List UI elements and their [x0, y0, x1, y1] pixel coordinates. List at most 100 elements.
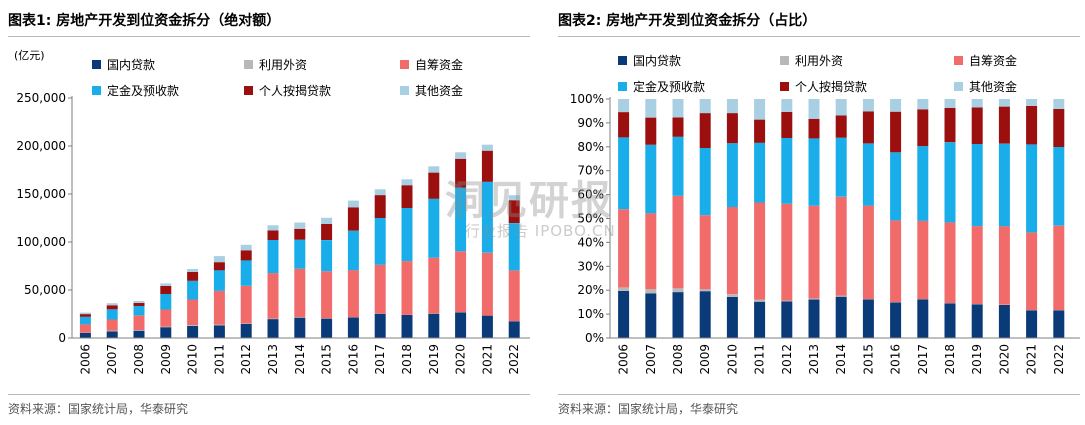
bar-segment: [455, 152, 467, 159]
bar-segment: [699, 289, 711, 292]
bar-segment: [213, 291, 225, 325]
bar-segment: [618, 290, 630, 338]
x-tick-label: 2016: [346, 344, 360, 375]
legend-label: 其他资金: [969, 80, 1018, 94]
source-note: 资料来源：国家统计局，华泰研究: [558, 402, 739, 416]
x-tick-label: 2014: [293, 344, 307, 375]
x-tick-label: 2007: [644, 344, 658, 375]
x-tick-label: 2018: [943, 344, 957, 375]
legend-label: 定金及预收款: [633, 80, 706, 94]
bar-segment: [267, 240, 279, 274]
bar-segment: [862, 111, 874, 144]
bar-segment: [944, 303, 956, 338]
bar-segment: [428, 166, 440, 173]
y-tick-label: 200,000: [16, 139, 66, 153]
y-tick-label: 150,000: [16, 187, 66, 201]
bar-segment: [645, 144, 657, 214]
bar-segment: [79, 312, 91, 315]
bar-segment: [726, 99, 738, 114]
bar-segment: [754, 202, 766, 300]
bar-segment: [1026, 99, 1038, 106]
bar-segment: [481, 315, 493, 338]
bar-segment: [79, 333, 91, 338]
y-tick-label: 70%: [577, 164, 604, 178]
bar-segment: [374, 218, 386, 265]
bar-segment: [455, 312, 467, 338]
bar-segment: [1026, 232, 1038, 311]
bar-segment: [213, 324, 225, 326]
legend-swatch: [400, 86, 409, 95]
bar-segment: [401, 185, 413, 208]
bar-segment: [726, 113, 738, 144]
bar-segment: [1026, 310, 1038, 338]
bar-segment: [672, 136, 684, 196]
bar-segment: [699, 215, 711, 290]
bar-segment: [347, 270, 359, 318]
legend-item: 个人按揭贷款: [780, 78, 867, 95]
legend-label: 个人按揭贷款: [259, 84, 332, 98]
bar-segment: [835, 196, 847, 296]
legend-label: 自筹资金: [969, 54, 1018, 68]
bar-segment: [890, 111, 902, 153]
bar-segment: [187, 269, 199, 272]
x-tick-label: 2011: [212, 344, 226, 375]
bar-chart-absolute: 0 50,000 100,000 150,000 200,000 250,000 2006 2…: [16, 91, 530, 375]
bar-segment: [672, 288, 684, 293]
x-tick-label: 2017: [916, 344, 930, 375]
legend-item: 国内贷款: [92, 56, 155, 73]
bar-segment: [187, 272, 199, 281]
bar-segment: [321, 318, 333, 338]
bar-segment: [998, 106, 1010, 144]
x-tick-label: 2006: [617, 344, 631, 375]
x-tick-label: 2013: [266, 344, 280, 375]
bar-segment: [428, 313, 440, 338]
bar-segment: [890, 302, 902, 338]
bar-segment: [133, 315, 145, 330]
bar-segment: [699, 99, 711, 114]
legend-label: 利用外资: [259, 58, 308, 72]
bar-segment: [1053, 147, 1065, 226]
x-tick-label: 2006: [78, 344, 92, 375]
bar-segment: [998, 226, 1010, 305]
bar-segment: [862, 99, 874, 112]
x-tick-label: 2007: [105, 344, 119, 375]
legend-swatch: [400, 60, 409, 69]
chart-title: 图表1: 房地产开发到位资金拆分（绝对额）: [8, 13, 281, 29]
bar-segment: [401, 261, 413, 315]
bar-segment: [79, 324, 91, 333]
bar-segment: [618, 99, 630, 113]
legend-item: 自筹资金: [400, 56, 463, 73]
bar-segment: [917, 146, 929, 221]
bar-segment: [754, 299, 766, 302]
bar-segment: [481, 252, 493, 316]
bar-segment: [374, 195, 386, 218]
bar-segment: [998, 99, 1010, 107]
bar-segment: [726, 296, 738, 338]
bar-segment: [294, 239, 306, 269]
bar-segment: [240, 323, 252, 338]
bar-segment: [862, 205, 874, 299]
bar-segment: [213, 262, 225, 271]
x-tick-label: 2017: [373, 344, 387, 375]
legend-swatch: [780, 82, 789, 91]
bar-segment: [240, 260, 252, 286]
bar-segment: [645, 289, 657, 294]
bar-segment: [835, 296, 847, 338]
bar-segment: [347, 317, 359, 338]
x-tick-label: 2021: [1025, 344, 1039, 375]
bar-segment: [917, 109, 929, 147]
bar-segment: [240, 250, 252, 261]
bar-segment: [347, 200, 359, 208]
bar-segment: [1053, 310, 1065, 338]
y-tick-label: 20%: [577, 283, 604, 297]
bar-segment: [428, 257, 440, 314]
legend-swatch: [780, 56, 789, 65]
legend-item: 其他资金: [400, 82, 463, 99]
bar-segment: [672, 195, 684, 289]
bar-segment: [187, 280, 199, 300]
bar-segment: [618, 209, 630, 288]
bar-segment: [835, 115, 847, 138]
bar-segment: [187, 325, 199, 326]
legend-label: 利用外资: [795, 54, 844, 68]
y-tick-label: 250,000: [16, 91, 66, 105]
